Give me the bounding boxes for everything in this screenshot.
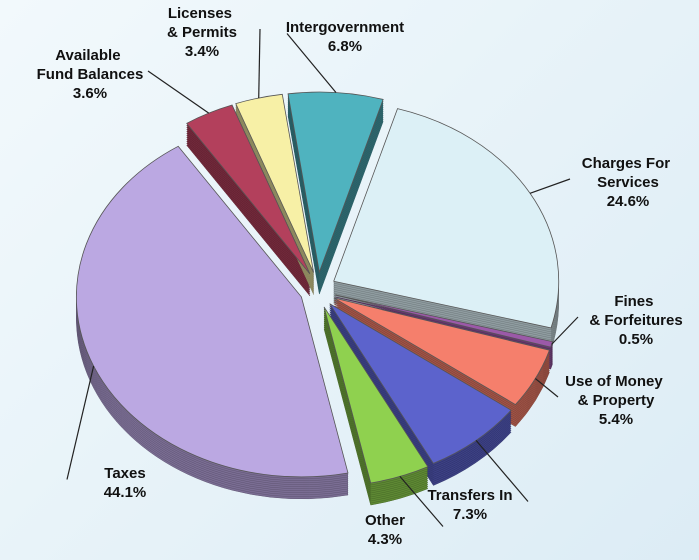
value-label: 5.4% bbox=[599, 411, 633, 428]
leader-line bbox=[66, 365, 95, 480]
slice bbox=[75, 145, 349, 478]
leader-line bbox=[534, 378, 559, 398]
category-label: Licenses & Permits bbox=[167, 5, 237, 41]
value-label: 6.8% bbox=[328, 38, 362, 55]
leader-line bbox=[475, 439, 529, 502]
slice bbox=[323, 306, 429, 484]
leader-line bbox=[258, 28, 261, 98]
value-label: 4.3% bbox=[368, 531, 402, 548]
leader-line bbox=[286, 33, 337, 93]
category-label: Charges For Services bbox=[582, 155, 675, 191]
value-label: 0.5% bbox=[619, 331, 653, 348]
category-label: Transfers In bbox=[427, 487, 512, 504]
category-label: Other bbox=[365, 512, 405, 529]
category-label: Intergovernment bbox=[286, 19, 404, 36]
slice bbox=[329, 303, 512, 464]
leader-line bbox=[147, 70, 210, 114]
leader-line bbox=[551, 316, 579, 345]
value-label: 3.6% bbox=[73, 85, 107, 102]
value-label: 3.4% bbox=[185, 43, 219, 60]
category-label: Taxes bbox=[104, 465, 145, 482]
category-label: Fines & Forfeitures bbox=[589, 293, 682, 329]
value-label: 44.1% bbox=[104, 484, 147, 501]
slice bbox=[235, 93, 315, 273]
leader-line bbox=[399, 476, 444, 527]
category-label: Available Fund Balances bbox=[37, 47, 144, 83]
category-label: Use of Money & Property bbox=[565, 373, 667, 409]
slice bbox=[333, 297, 550, 406]
value-label: 24.6% bbox=[607, 193, 650, 210]
slice bbox=[287, 91, 384, 274]
slice bbox=[186, 104, 311, 275]
leader-line bbox=[529, 178, 571, 194]
value-label: 7.3% bbox=[453, 506, 487, 523]
